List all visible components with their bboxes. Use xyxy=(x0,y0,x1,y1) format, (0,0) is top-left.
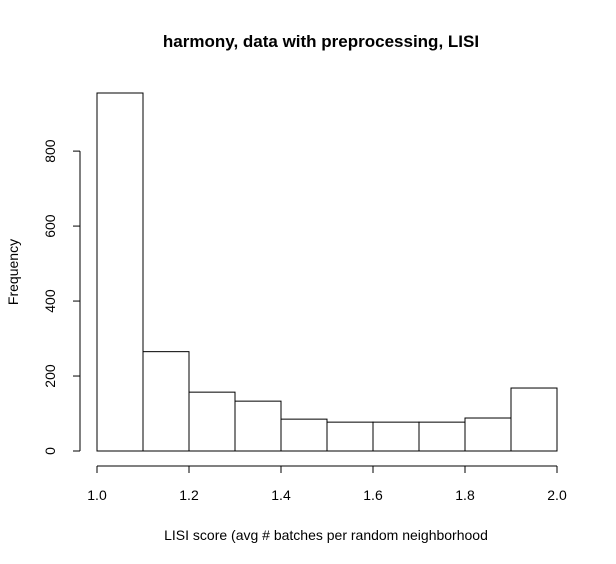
x-axis-label: LISI score (avg # batches per random nei… xyxy=(164,527,488,543)
chart-title: harmony, data with preprocessing, LISI xyxy=(163,32,479,51)
y-axis-label: Frequency xyxy=(5,239,21,305)
x-tick-label: 1.2 xyxy=(179,487,199,503)
y-tick-label: 200 xyxy=(42,364,58,388)
y-tick-label: 0 xyxy=(42,447,58,455)
histogram-bar xyxy=(372,421,420,452)
y-tick-label: 800 xyxy=(42,139,58,163)
histogram-bar xyxy=(418,421,466,452)
histogram-bar xyxy=(234,400,282,452)
x-tick-label: 1.6 xyxy=(363,487,383,503)
histogram-bar xyxy=(464,417,512,452)
histogram-bar xyxy=(280,418,328,452)
histogram-bar xyxy=(142,351,190,452)
x-tick-label: 2.0 xyxy=(547,487,567,503)
y-axis: 0 200 400 600 800 xyxy=(42,139,81,455)
y-tick-label: 600 xyxy=(42,214,58,238)
x-tick-label: 1.8 xyxy=(455,487,475,503)
histogram-bar xyxy=(326,421,374,452)
histogram-bar xyxy=(96,92,144,452)
bars-group xyxy=(96,92,558,452)
x-tick-label: 1.4 xyxy=(271,487,291,503)
histogram-bar xyxy=(188,391,236,452)
x-axis: 1.0 1.2 1.4 1.6 1.8 2.0 xyxy=(87,465,567,503)
y-tick-label: 400 xyxy=(42,289,58,313)
x-tick-label: 1.0 xyxy=(87,487,107,503)
histogram-bar xyxy=(510,387,558,452)
